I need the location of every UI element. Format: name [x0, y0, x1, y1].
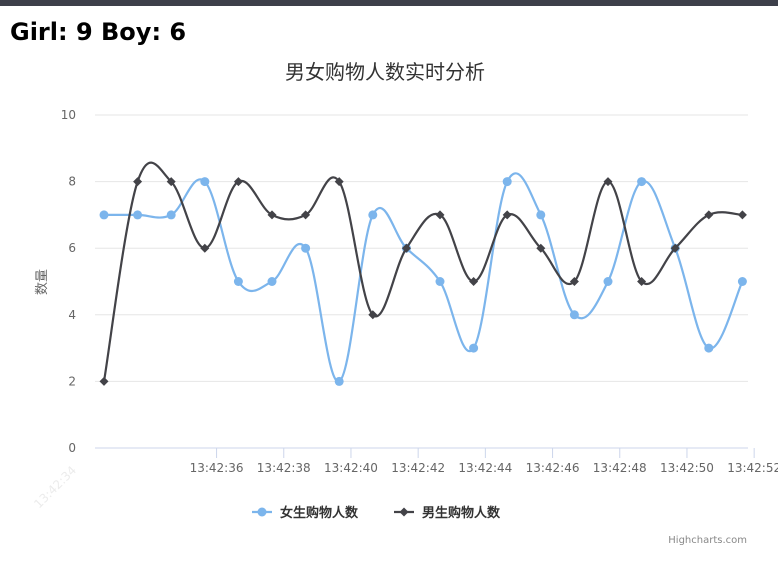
- data-point: [233, 277, 243, 286]
- chart-title: 男女购物人数实时分析: [285, 60, 485, 84]
- x-tick-label: 13:42:34: [31, 463, 79, 511]
- y-tick-label: 4: [68, 308, 76, 322]
- x-tick-label: 13:42:50: [660, 461, 714, 475]
- data-point: [536, 210, 546, 220]
- girl-count: 9: [75, 18, 93, 46]
- grid: [95, 114, 748, 382]
- data-point: [469, 343, 479, 353]
- legend-item-2[interactable]: 男生购物人数: [394, 505, 501, 521]
- data-point: [435, 210, 445, 220]
- data-point: [502, 210, 512, 220]
- x-tick-label: 13:42:48: [593, 461, 647, 475]
- data-point: [670, 243, 680, 253]
- x-tick-label: 13:42:46: [526, 461, 580, 475]
- data-point: [166, 210, 176, 220]
- data-point: [133, 210, 143, 220]
- y-tick-label: 2: [68, 374, 76, 388]
- y-tick-label: 8: [68, 175, 76, 189]
- legend-marker: [399, 507, 409, 517]
- data-point: [334, 177, 344, 187]
- data-point: [301, 243, 311, 253]
- data-point: [704, 343, 714, 353]
- credits-link[interactable]: Highcharts.com: [668, 535, 747, 546]
- legend-item-1[interactable]: 女生购物人数: [252, 505, 359, 521]
- y-tick-label: 6: [68, 241, 76, 255]
- data-point: [637, 277, 647, 286]
- legend-label: 男生购物人数: [422, 505, 501, 521]
- x-tick-label: 13:42:38: [257, 461, 311, 475]
- data-point: [301, 210, 311, 220]
- legend-marker: [257, 507, 267, 517]
- count-header: Girl: 9 Boy: 6: [10, 16, 186, 48]
- legend[interactable]: 女生购物人数 男生购物人数: [252, 505, 501, 521]
- data-point: [133, 177, 143, 187]
- y-tick-label: 10: [61, 108, 76, 122]
- boy-count: 6: [169, 18, 187, 46]
- data-point: [569, 310, 579, 320]
- series: [99, 161, 747, 386]
- data-point: [401, 243, 411, 253]
- series-line: [104, 172, 744, 383]
- data-point: [334, 376, 344, 386]
- x-tick-label: 13:42:42: [391, 461, 445, 475]
- legend-label: 女生购物人数: [280, 505, 359, 521]
- x-tick-label: 13:42:36: [190, 461, 244, 475]
- series-2: [99, 161, 747, 386]
- data-point: [435, 277, 445, 286]
- x-tick-label: 13:42:44: [458, 461, 512, 475]
- data-point: [166, 177, 176, 187]
- data-point: [99, 376, 109, 386]
- x-tick-label: 13:42:52: [727, 461, 778, 475]
- data-point: [737, 277, 747, 286]
- y-axis-title: 数量: [35, 269, 50, 295]
- data-point: [502, 177, 512, 187]
- x-tick-label: 13:42:40: [324, 461, 378, 475]
- data-point: [603, 277, 613, 286]
- data-point: [737, 210, 747, 220]
- data-point: [368, 210, 378, 220]
- girl-label: Girl:: [10, 18, 68, 46]
- data-point: [603, 177, 613, 187]
- data-point: [637, 177, 647, 187]
- series-line: [102, 161, 743, 382]
- data-point: [536, 243, 546, 253]
- boy-label: Boy:: [101, 18, 162, 46]
- data-point: [99, 210, 109, 220]
- data-point: [469, 277, 479, 286]
- data-point: [569, 277, 579, 286]
- data-point: [368, 310, 378, 320]
- data-point: [267, 277, 277, 286]
- series-1: [99, 172, 747, 386]
- data-point: [267, 210, 277, 220]
- top-bar: [0, 0, 778, 6]
- data-point: [233, 177, 243, 187]
- data-point: [200, 177, 210, 187]
- data-point: [200, 243, 210, 253]
- y-tick-label: 0: [68, 441, 76, 455]
- data-point: [704, 210, 714, 220]
